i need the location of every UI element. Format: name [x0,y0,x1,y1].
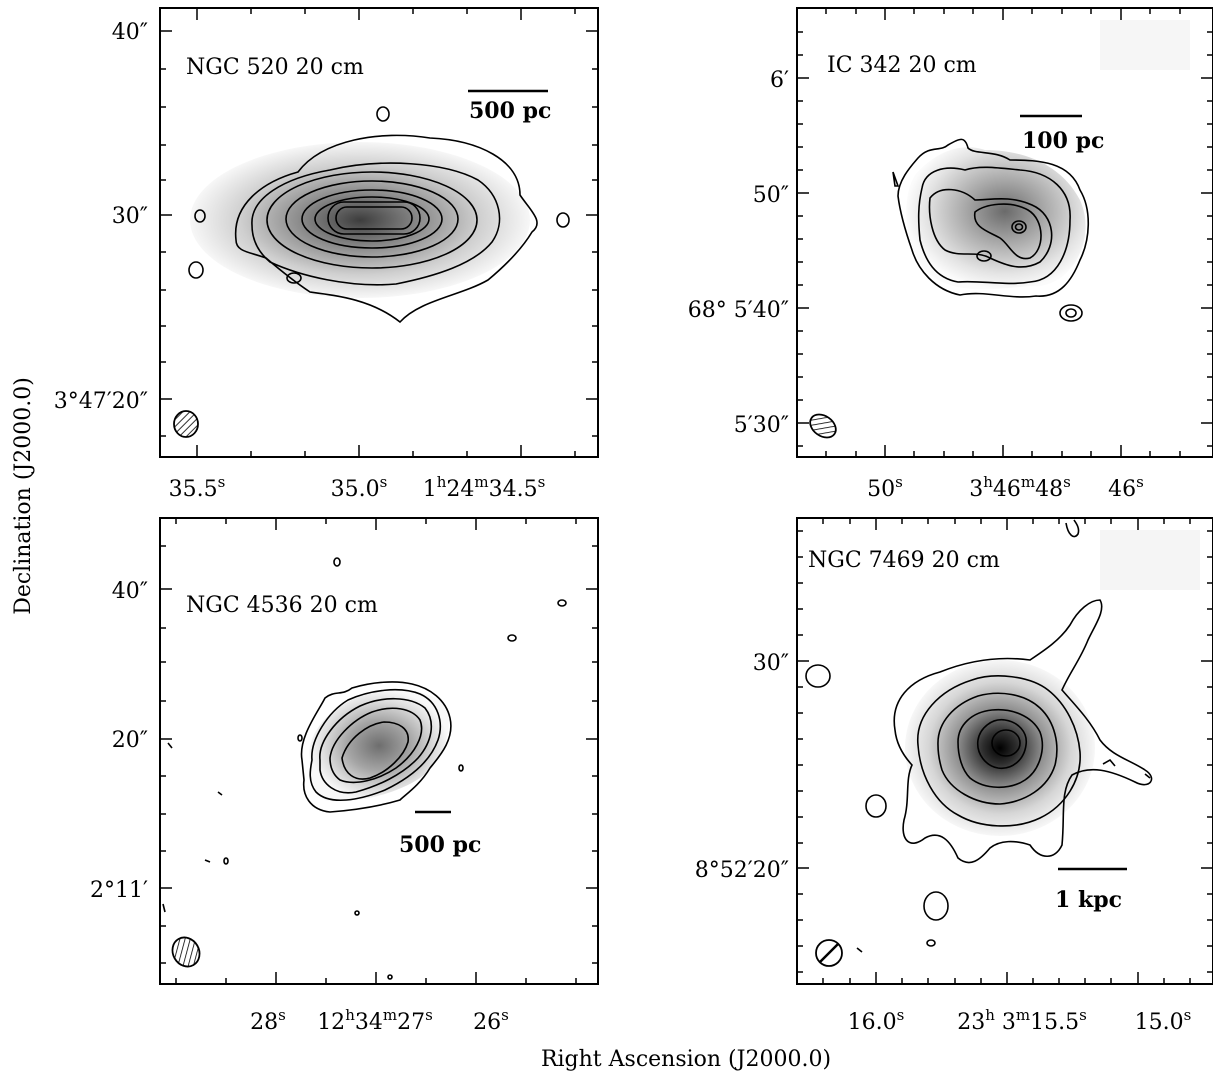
panel-ngc4536: 500 pc NGC 4536 20 cm 40″ 20″ [90,517,599,1035]
y-axis-title: Declination (J2000.0) [11,377,36,615]
beam-ellipse [171,936,201,968]
scale-bar-label: 500 pc [399,832,481,858]
y-tick-label: 20″ [112,728,148,753]
y-tick-label: 68° 5′40″ [688,298,789,323]
scale-bar-label: 100 pc [1022,128,1104,154]
contours [162,557,567,980]
emission-greyscale [905,660,1095,836]
y-tick-label: 30″ [753,651,789,676]
x-tick-label: 23h 3m15.5s [957,1006,1087,1035]
x-tick-label: 3h46m48s [969,473,1071,502]
contours [805,519,1153,953]
x-tick-label: 35.0s [331,473,388,502]
y-tick-label: 40″ [112,20,148,45]
panel-title: NGC 520 20 cm [186,55,364,80]
x-tick-label: 16.0s [848,1006,905,1035]
panel-title: NGC 7469 20 cm [808,548,1000,573]
emission-faint [1100,20,1190,70]
y-tick-label: 2°11′ [90,878,148,903]
emission-greyscale [906,147,1086,290]
scale-bar-label: 1 kpc [1055,887,1122,913]
contours [188,106,570,324]
x-tick-label: 26s [473,1006,509,1035]
x-axis-title: Right Ascension (J2000.0) [541,1047,831,1072]
y-tick-label: 40″ [112,579,148,604]
contours [892,138,1090,322]
x-tick-label: 12h34m27s [317,1006,433,1035]
axis-ticks [160,8,598,457]
x-tick-label: 35.5s [169,473,226,502]
x-tick-label: 50s [867,473,903,502]
y-tick-label: 5′30″ [734,413,789,438]
emission-greyscale [309,689,449,802]
y-tick-label: 30″ [112,204,148,229]
axis-ticks [797,8,1213,457]
beam-hatch [819,943,839,963]
axis-ticks [160,518,598,984]
x-tick-label: 1h24m34.5s [423,473,546,502]
panel-title: NGC 4536 20 cm [186,593,378,618]
beam-ellipse [809,413,837,439]
panel-ngc7469: 1 kpc NGC 7469 20 cm [695,517,1213,1035]
panel-ic342: 100 pc IC 342 20 cm [688,7,1213,502]
y-tick-label: 50″ [753,183,789,208]
scale-bar-label: 500 pc [469,98,551,124]
x-tick-label: 46s [1108,473,1144,502]
panel-ngc520: 500 pc NGC 520 20 cm 40″ 30″ [54,7,599,502]
panel-title: IC 342 20 cm [827,53,977,78]
emission-faint [1100,530,1200,590]
x-tick-label: 15.0s [1135,1006,1192,1035]
beam-ellipse [173,410,199,438]
y-tick-label: 3°47′20″ [54,389,148,414]
y-tick-label: 8°52′20″ [695,858,789,883]
y-tick-label: 6′ [770,68,789,93]
x-tick-label: 28s [250,1006,286,1035]
axis-ticks [797,518,1213,984]
